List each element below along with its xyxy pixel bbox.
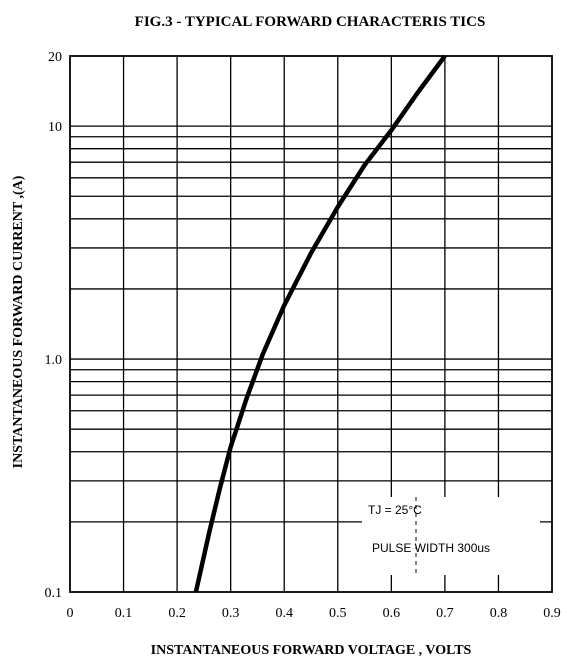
y-tick-label: 10 (48, 120, 62, 135)
x-tick-label: 0.7 (436, 606, 454, 621)
x-axis-label: INSTANTANEOUS FORWARD VOLTAGE , VOLTS (151, 643, 472, 658)
annotation-pulse-width: PULSE WIDTH 300us (372, 541, 490, 555)
tick-layer: 0 0.1 0.2 0.3 0.4 0.5 0.6 0.7 0.8 0.9 0.1 1.0 10 20 (45, 50, 561, 621)
chart-title: FIG.3 - TYPICAL FORWARD CHARACTERIS TICS (135, 14, 486, 30)
annotation-layer: TJ = 25°C PULSE WIDTH 300us (362, 497, 540, 575)
x-tick-label: 0.2 (168, 606, 186, 621)
annotation-temperature: TJ = 25°C (368, 503, 422, 517)
y-axis-label: INSTANTANEOUS FORWARD CURRENT ,(A) (11, 175, 26, 468)
annotation-background (362, 497, 540, 575)
grid (69, 55, 553, 593)
x-tick-label: 0.8 (490, 606, 508, 621)
forward-current-curve (193, 54, 447, 593)
y-tick-label: 20 (48, 50, 62, 65)
y-tick-label: 1.0 (45, 353, 63, 368)
x-tick-label: 0.1 (115, 606, 133, 621)
plot-frame (69, 55, 553, 593)
x-tick-label: 0.9 (543, 606, 561, 621)
x-tick-label: 0.4 (275, 606, 293, 621)
x-tick-label: 0.3 (222, 606, 240, 621)
curve-layer (193, 54, 447, 593)
y-tick-label: 0.1 (45, 586, 63, 601)
x-tick-label: 0.5 (329, 606, 347, 621)
x-tick-label: 0.6 (383, 606, 401, 621)
x-tick-label: 0 (67, 606, 74, 621)
